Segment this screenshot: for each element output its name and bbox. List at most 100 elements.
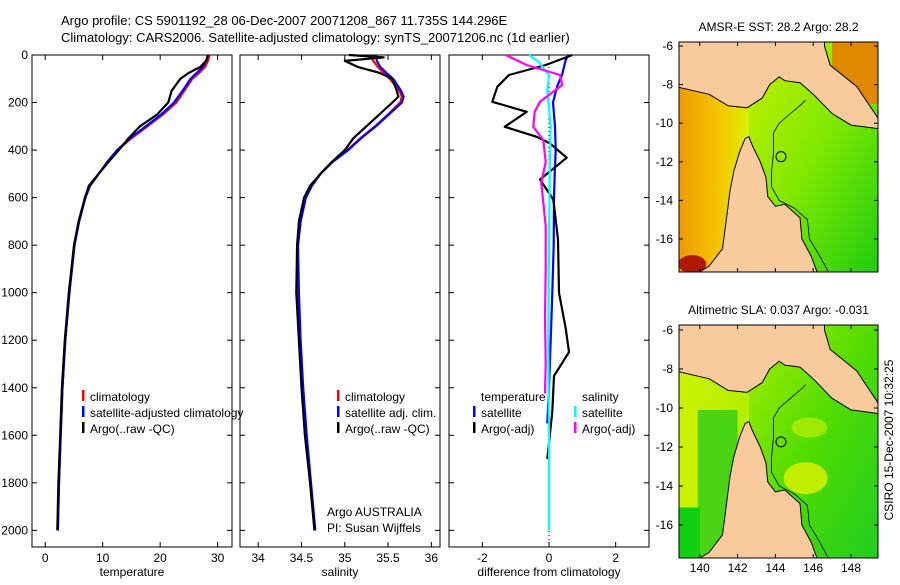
isobath-line [771, 99, 829, 272]
temperature-profile-panel: 0 200 400 600 800 1000 1200 1400 1600 1800 2000 0 10… [1, 48, 233, 579]
series-line-temperature-argo-adj- [491, 53, 573, 460]
x-axis-label: salinity [322, 565, 359, 579]
legend-swatch-satellite [82, 406, 85, 417]
x-tick-label: 0 [42, 551, 49, 565]
legend-title-temperature: temperature [481, 390, 546, 404]
plot-frame [239, 54, 441, 548]
series-line-salinity-argo-adj- [505, 54, 564, 394]
high-sla-patch [791, 417, 828, 438]
x-tick-label: 35.5 [376, 551, 400, 565]
lon-tick-label: 140 [690, 561, 710, 575]
series-line-salinity-satellite [528, 54, 552, 531]
lat-tick-label: -14 [656, 479, 674, 493]
high-sla-patch [783, 462, 828, 495]
y-tick-label: 600 [8, 191, 28, 205]
legend-label: satellite [481, 406, 522, 420]
legend-swatch-temp-satellite [473, 406, 476, 417]
y-tick-label: 1800 [1, 476, 28, 490]
legend-swatch-climatology [82, 390, 85, 401]
x-tick-label: 34.5 [290, 551, 314, 565]
legend-swatch-sal-argo [574, 422, 577, 433]
x-tick-label: 2 [612, 551, 619, 565]
difference-legend: temperature satellite Argo(-adj) salinit… [473, 390, 635, 436]
map-title: Altimetric SLA: 0.037 Argo: -0.031 [688, 303, 869, 317]
y-tick-label: 400 [8, 143, 28, 157]
x-tick-label: 34 [252, 551, 266, 565]
legend-swatch-argo [82, 422, 85, 433]
title-line-2: Climatology: CARS2006. Satellite-adjuste… [61, 30, 570, 45]
x-tick-label: -2 [477, 551, 488, 565]
y-tick-label: 1200 [1, 333, 28, 347]
x-tick-label: 10 [96, 551, 110, 565]
x-tick-label: 35 [338, 551, 352, 565]
sla-map: Altimetric SLA: 0.037 Argo: -0.031 -6 -8 -1… [656, 303, 879, 575]
y-tick-label: 0 [21, 48, 28, 62]
lat-tick-label: -8 [662, 362, 673, 376]
series-line-temperature-satellite [546, 54, 570, 424]
legend-swatch-temp-argo [473, 422, 476, 433]
legend-label: satellite [582, 406, 623, 420]
legend-swatch-argo [337, 422, 340, 433]
land-new-guinea [679, 325, 878, 414]
y-tick-label: 1400 [1, 381, 28, 395]
y-tick-label: 1000 [1, 286, 28, 300]
legend-label: Argo(..raw -QC) [90, 422, 175, 436]
x-tick-label: 20 [153, 551, 167, 565]
legend-label: satellite-adjusted climatology [90, 406, 243, 420]
legend-label: Argo(-adj) [481, 422, 534, 436]
lat-tick-label: -6 [662, 39, 673, 53]
x-tick-label: 0 [546, 551, 553, 565]
y-tick-label: 200 [8, 96, 28, 110]
x-tick-label: 30 [211, 551, 225, 565]
attribution-line-1: Argo AUSTRALIA [327, 505, 422, 519]
land-cape-york [699, 136, 818, 272]
lon-tick-label: 146 [803, 561, 823, 575]
legend-label: climatology [90, 390, 150, 404]
y-tick-label: 1600 [1, 428, 28, 442]
series-line-argo-raw-qc- [295, 53, 400, 531]
lat-tick-label: -10 [656, 116, 674, 130]
y-tick-label: 2000 [1, 523, 28, 537]
salinity-legend: climatology satellite adj. clim. Argo(..… [337, 390, 436, 436]
legend-label: Argo(-adj) [582, 422, 635, 436]
attribution-line-2: PI: Susan Wijffels [327, 521, 421, 535]
x-axis-label: difference from climatology [477, 565, 620, 579]
legend-swatch-sal-satellite [574, 406, 577, 417]
sst-map: AMSR-E SST: 28.2 Argo: 28.2 -6 -8 -10 -12 -14… [656, 20, 879, 273]
land-new-guinea [679, 42, 878, 130]
lat-tick-label: -6 [662, 323, 673, 337]
plot-frame [31, 54, 233, 548]
lat-tick-label: -16 [656, 518, 674, 532]
lon-tick-label: 142 [728, 561, 748, 575]
legend-swatch-climatology [337, 390, 340, 401]
legend-label: climatology [345, 390, 405, 404]
timestamp-stamp: CSIRO 15-Dec-2007 10:32:25 [882, 359, 896, 520]
lat-tick-label: -12 [656, 155, 674, 169]
lon-tick-label: 148 [841, 561, 861, 575]
legend-label: Argo(..raw -QC) [345, 422, 430, 436]
legend-swatch-satellite [337, 406, 340, 417]
lat-tick-label: -10 [656, 401, 674, 415]
float-position-marker [775, 151, 787, 163]
map-title: AMSR-E SST: 28.2 Argo: 28.2 [698, 20, 858, 34]
x-tick-label: 36 [425, 551, 439, 565]
lat-tick-label: -12 [656, 440, 674, 454]
map-frame [678, 324, 879, 559]
series-line-argo-raw-qc- [56, 54, 209, 531]
y-tick-label: 800 [8, 238, 28, 252]
title-line-1: Argo profile: CS 5901192_28 06-Dec-2007 … [61, 13, 508, 28]
lat-tick-label: -16 [656, 232, 674, 246]
salinity-profile-panel: 34 34.5 35 35.5 36 salinity [239, 53, 441, 579]
warm-patch [679, 255, 707, 272]
gulf-green-patch [679, 507, 700, 558]
float-position-marker [775, 436, 787, 448]
x-axis-label: temperature [100, 565, 165, 579]
map-frame [678, 41, 879, 273]
land-cape-york [699, 420, 818, 558]
lon-tick-label: 144 [765, 561, 785, 575]
legend-title-salinity: salinity [582, 390, 619, 404]
lat-tick-label: -14 [656, 193, 674, 207]
temperature-legend: climatology satellite-adjusted climatolo… [82, 390, 243, 436]
